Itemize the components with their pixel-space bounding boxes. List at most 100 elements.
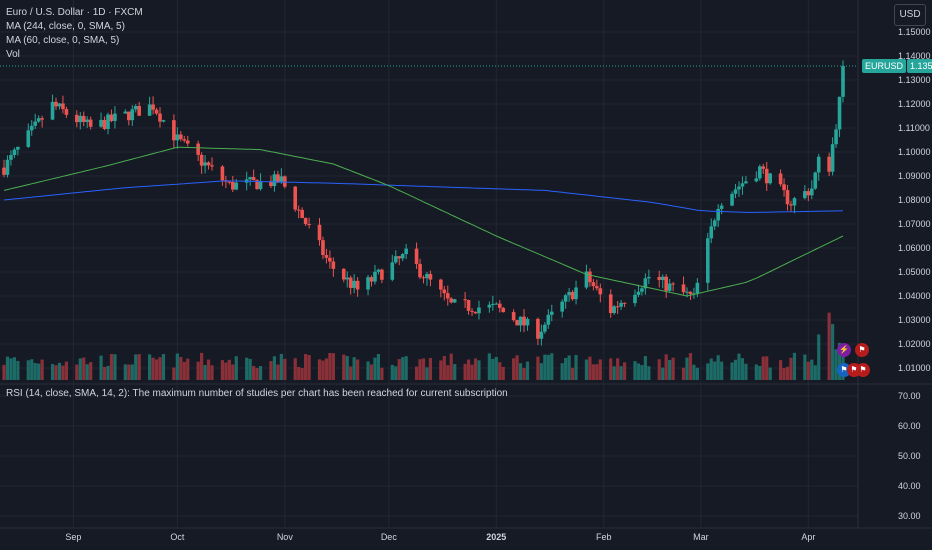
volume-bar (421, 358, 426, 380)
currency-button[interactable]: USD (894, 4, 926, 26)
candle-body (730, 193, 734, 206)
volume-bar (134, 354, 138, 380)
candle-body (803, 191, 807, 199)
volume-bar (106, 365, 110, 380)
candle-body (681, 284, 686, 293)
volume-bar (584, 359, 589, 380)
candle-body (5, 159, 10, 175)
price-tag-symbol: EURUSD (862, 59, 907, 73)
volume-bar (782, 367, 786, 380)
candle-body (737, 186, 741, 190)
volume-bar (300, 368, 304, 380)
volume-bar (352, 357, 356, 380)
candle-body (421, 277, 426, 279)
volume-bar (498, 362, 502, 380)
candle-body (300, 209, 304, 219)
symbol-title[interactable]: Euro / U.S. Dollar · 1D · FXCM (6, 7, 143, 18)
price-axis-label: 1.06000 (898, 243, 931, 253)
price-axis-label: 1.01000 (898, 363, 931, 373)
candle-body (643, 278, 648, 289)
volume-bar (130, 364, 134, 380)
time-axis-label: Oct (170, 532, 185, 542)
candle-body (546, 314, 551, 325)
candle-body (837, 96, 842, 130)
volume-bar (768, 367, 772, 380)
candle-body (196, 143, 200, 155)
candle-body (549, 311, 554, 315)
volume-bar (588, 356, 592, 380)
candle-body (57, 103, 62, 107)
volume-bar (706, 363, 710, 380)
volume-bar (453, 364, 457, 380)
event-lightning-icon[interactable]: ⚡ (837, 343, 851, 357)
candle-body (16, 146, 20, 150)
volume-bar (439, 360, 443, 380)
candle-body (137, 106, 142, 116)
us-flag-event-icon[interactable]: ⚑ (855, 343, 869, 357)
volume-bar (761, 356, 765, 380)
candle-body (33, 121, 38, 126)
price-axis-label: 1.02000 (898, 339, 931, 349)
candle-body (827, 156, 831, 172)
volume-bar (560, 363, 564, 380)
candle-body (494, 303, 499, 305)
candle-body (390, 262, 395, 280)
volume-bar (681, 367, 686, 380)
volume-bar (380, 367, 384, 380)
candle-body (127, 111, 131, 121)
us-flag-event-icon-3[interactable]: ⚑ (856, 363, 870, 377)
candle-body (560, 301, 564, 312)
volume-bar (688, 353, 693, 380)
volume-bar (598, 359, 602, 380)
volume-bar (789, 357, 793, 380)
volume-bar (737, 353, 741, 380)
price-axis-label: 1.11000 (898, 123, 930, 133)
candle-body (130, 109, 135, 121)
volume-bar (570, 367, 575, 380)
volume-bar (813, 365, 817, 380)
candle-body (154, 109, 159, 114)
volume-bar (220, 360, 225, 380)
candle-body (539, 331, 544, 339)
candle-body (466, 299, 471, 311)
price-axis-label: 1.08000 (898, 195, 931, 205)
candle-body (709, 226, 714, 239)
time-axis-label: Dec (381, 532, 398, 542)
volume-bar (293, 358, 297, 380)
candle-body (425, 273, 429, 279)
volume-bar (210, 365, 214, 380)
volume-bar (283, 358, 287, 380)
volume-bar (425, 367, 429, 380)
volume-legend[interactable]: Vol (6, 49, 20, 60)
ma244-legend[interactable]: MA (244, close, 0, SMA, 5) (6, 21, 125, 32)
ma60-legend[interactable]: MA (60, close, 0, SMA, 5) (6, 35, 120, 46)
candle-body (99, 119, 103, 127)
volume-bar (154, 359, 159, 380)
volume-bar (834, 349, 838, 380)
candle-body (667, 283, 672, 291)
volume-bar (487, 353, 491, 380)
volume-bar (394, 366, 398, 380)
volume-bar (78, 358, 82, 380)
candle-body (608, 294, 613, 314)
volume-bar (442, 356, 446, 380)
candle-body (36, 118, 41, 122)
candle-body (113, 113, 117, 122)
volume-bar (324, 358, 329, 380)
price-axis-label: 1.13000 (898, 75, 931, 85)
candle-body (185, 140, 190, 144)
volume-bar (473, 358, 478, 380)
candle-body (757, 166, 762, 179)
volume-bar (730, 362, 734, 380)
candle-body (543, 324, 547, 332)
candle-body (619, 302, 623, 307)
rsi-axis-label: 40.00 (898, 481, 921, 491)
candle-body (179, 134, 183, 140)
price-axis-label: 1.10000 (898, 147, 931, 157)
time-axis-label: Apr (801, 532, 815, 542)
candle-body (664, 276, 668, 291)
volume-bar (234, 356, 238, 380)
volume-bar (148, 354, 152, 380)
candle-body (445, 293, 450, 299)
